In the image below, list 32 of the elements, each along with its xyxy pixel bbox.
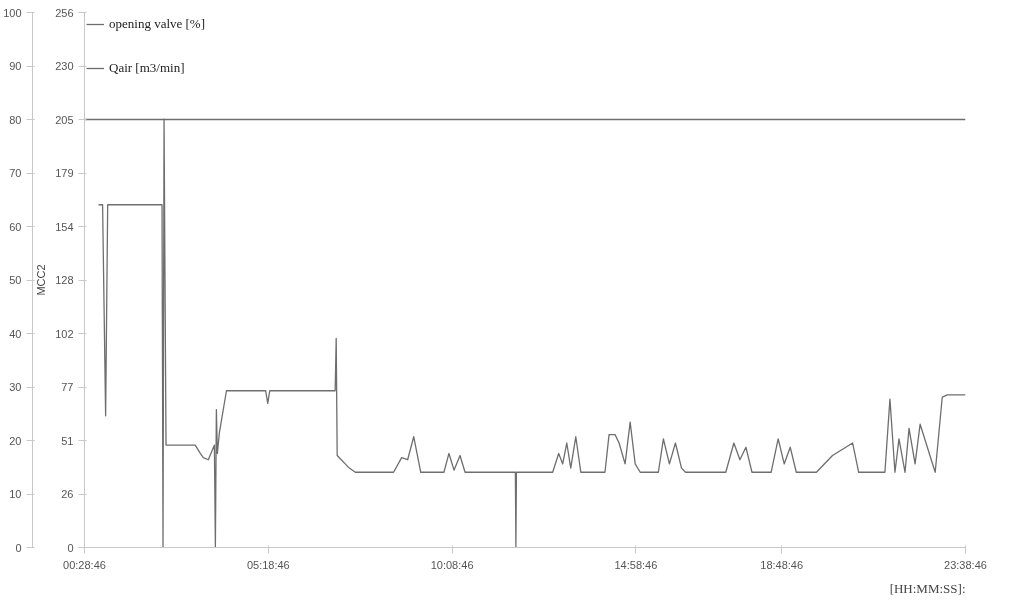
x-tick-label: 18:48:46 bbox=[760, 558, 804, 571]
legend-label: opening valve [%] bbox=[109, 16, 206, 32]
y2-tick-label: 179 bbox=[55, 167, 74, 179]
y-tick-label: 100 bbox=[3, 6, 22, 19]
y2-axis-title: MCC2 bbox=[35, 264, 48, 296]
y2-tick-label: 77 bbox=[61, 381, 74, 393]
y-tick-label: 40 bbox=[9, 327, 22, 340]
y2-tick-label: 154 bbox=[55, 220, 74, 233]
y2-tick-label: 51 bbox=[61, 434, 74, 447]
y-tick-label: 30 bbox=[9, 381, 22, 393]
y-tick-label: 10 bbox=[9, 488, 22, 500]
x-tick-label: 00:28:46 bbox=[63, 558, 106, 571]
legend-label: Qair [m3/min] bbox=[109, 60, 185, 76]
y-tick-label: 70 bbox=[9, 167, 22, 179]
y-tick-label: 0 bbox=[15, 541, 22, 554]
y-tick-label: 20 bbox=[9, 434, 22, 447]
y2-tick-label: 0 bbox=[67, 541, 74, 554]
y-tick-label: 60 bbox=[9, 220, 22, 233]
x-tick-label: 10:08:46 bbox=[430, 558, 474, 571]
x-tick-label: 14:58:46 bbox=[614, 558, 658, 571]
y2-tick-label: 205 bbox=[55, 113, 74, 126]
y2-tick-label: 26 bbox=[61, 488, 74, 500]
y2-tick-label: 256 bbox=[55, 6, 74, 19]
y2-tick-label: 128 bbox=[55, 274, 74, 286]
x-axis-title: [HH:MM:SS]: bbox=[889, 580, 966, 596]
y2-tick-label: 102 bbox=[55, 327, 74, 340]
y2-tick-label: 230 bbox=[55, 60, 74, 72]
y-tick-label: 80 bbox=[9, 113, 22, 126]
x-tick-label: 05:18:46 bbox=[246, 558, 290, 571]
y-tick-label: 90 bbox=[9, 60, 22, 72]
y-tick-label: 50 bbox=[9, 274, 22, 286]
x-tick-label: 23:38:46 bbox=[944, 558, 987, 571]
